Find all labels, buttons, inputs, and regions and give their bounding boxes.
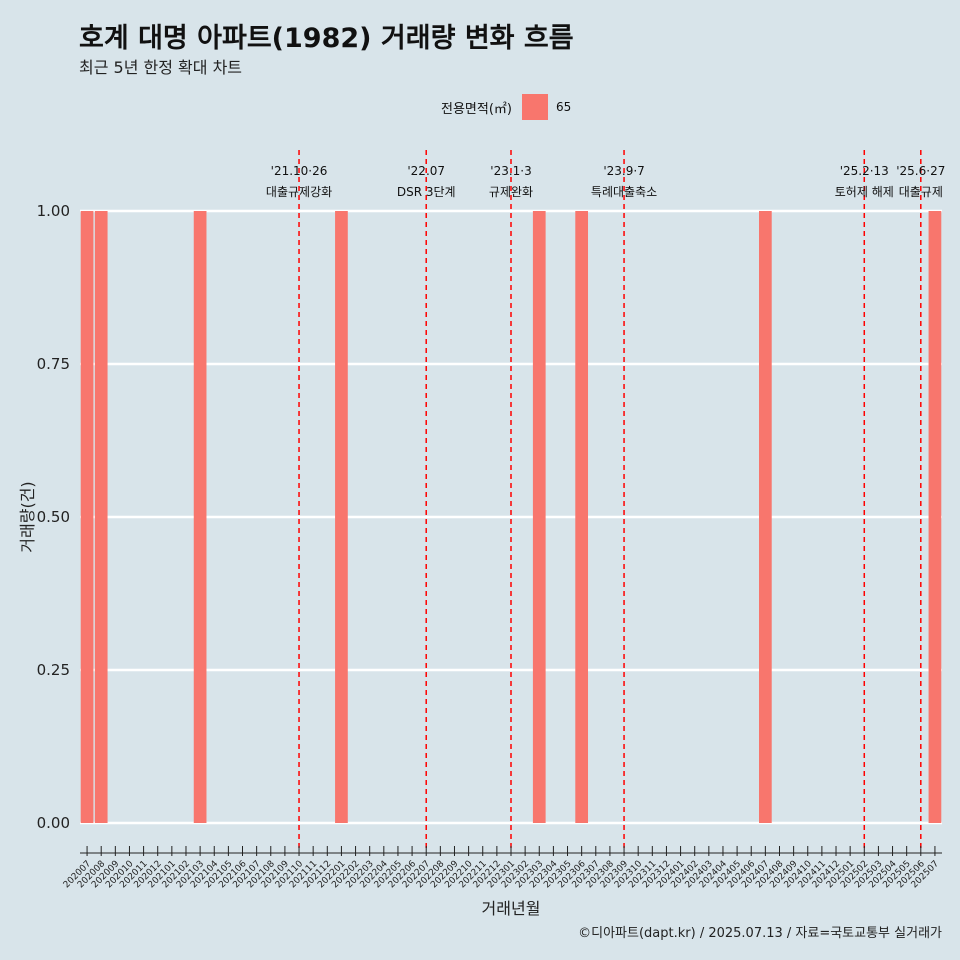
y-axis-title: 거래량(건) bbox=[18, 481, 37, 552]
event-desc-label: DSR 3단계 bbox=[397, 185, 456, 199]
bar-202306 bbox=[575, 211, 589, 823]
event-date-label: '22.07 bbox=[407, 164, 445, 178]
legend-swatch bbox=[521, 94, 548, 120]
bar-202008 bbox=[94, 211, 108, 823]
event-date-label: '21.10·26 bbox=[271, 164, 328, 178]
legend-item-label: 65 bbox=[555, 100, 572, 114]
event-lines: '21.10·26 대출규제강화 '22.07 DSR 3단계 '23.1·3 규제완화 '… bbox=[266, 150, 945, 850]
event-date-label: '25.2·13 bbox=[840, 164, 889, 178]
y-tick-label: 1.00 bbox=[37, 202, 70, 220]
event-date-label: '25.6·27 bbox=[896, 164, 945, 178]
bar-202303 bbox=[532, 211, 546, 823]
source-caption: ©디아파트(dapt.kr) / 2025.07.13 / 자료=국토교통부 실… bbox=[578, 926, 942, 941]
legend-title: 전용면적(㎡) bbox=[441, 101, 512, 117]
bar-202507 bbox=[928, 211, 942, 823]
event-desc-label: 대출규제 bbox=[899, 185, 943, 199]
event-desc-label: 토허제 해제 bbox=[835, 185, 894, 199]
axes: 0.000.250.500.751.0020200720200820200920… bbox=[37, 202, 942, 890]
chart-subtitle: 최근 5년 한정 확대 차트 bbox=[79, 58, 243, 77]
y-tick-label: 0.00 bbox=[37, 814, 70, 832]
event-date-label: '23.1·3 bbox=[490, 164, 531, 178]
bar-202407 bbox=[759, 211, 772, 823]
bar-202103 bbox=[193, 211, 207, 823]
event-desc-label: 대출규제강화 bbox=[266, 185, 332, 199]
event-desc-label: 특례대출축소 bbox=[591, 185, 657, 199]
event-desc-label: 규제완화 bbox=[489, 185, 533, 199]
chart-title: 호계 대명 아파트(1982) 거래량 변화 흐름 bbox=[79, 23, 574, 54]
x-axis-title: 거래년월 bbox=[482, 899, 541, 918]
event-date-label: '23.9·7 bbox=[603, 164, 644, 178]
y-tick-label: 0.75 bbox=[37, 355, 70, 373]
bar-202007 bbox=[80, 211, 94, 823]
legend: 전용면적(㎡) 65 bbox=[441, 94, 571, 120]
y-tick-label: 0.50 bbox=[37, 508, 70, 526]
y-tick-label: 0.25 bbox=[37, 661, 70, 679]
bar-202201 bbox=[335, 211, 348, 823]
bars bbox=[80, 211, 942, 823]
grid-lines bbox=[80, 209, 942, 825]
